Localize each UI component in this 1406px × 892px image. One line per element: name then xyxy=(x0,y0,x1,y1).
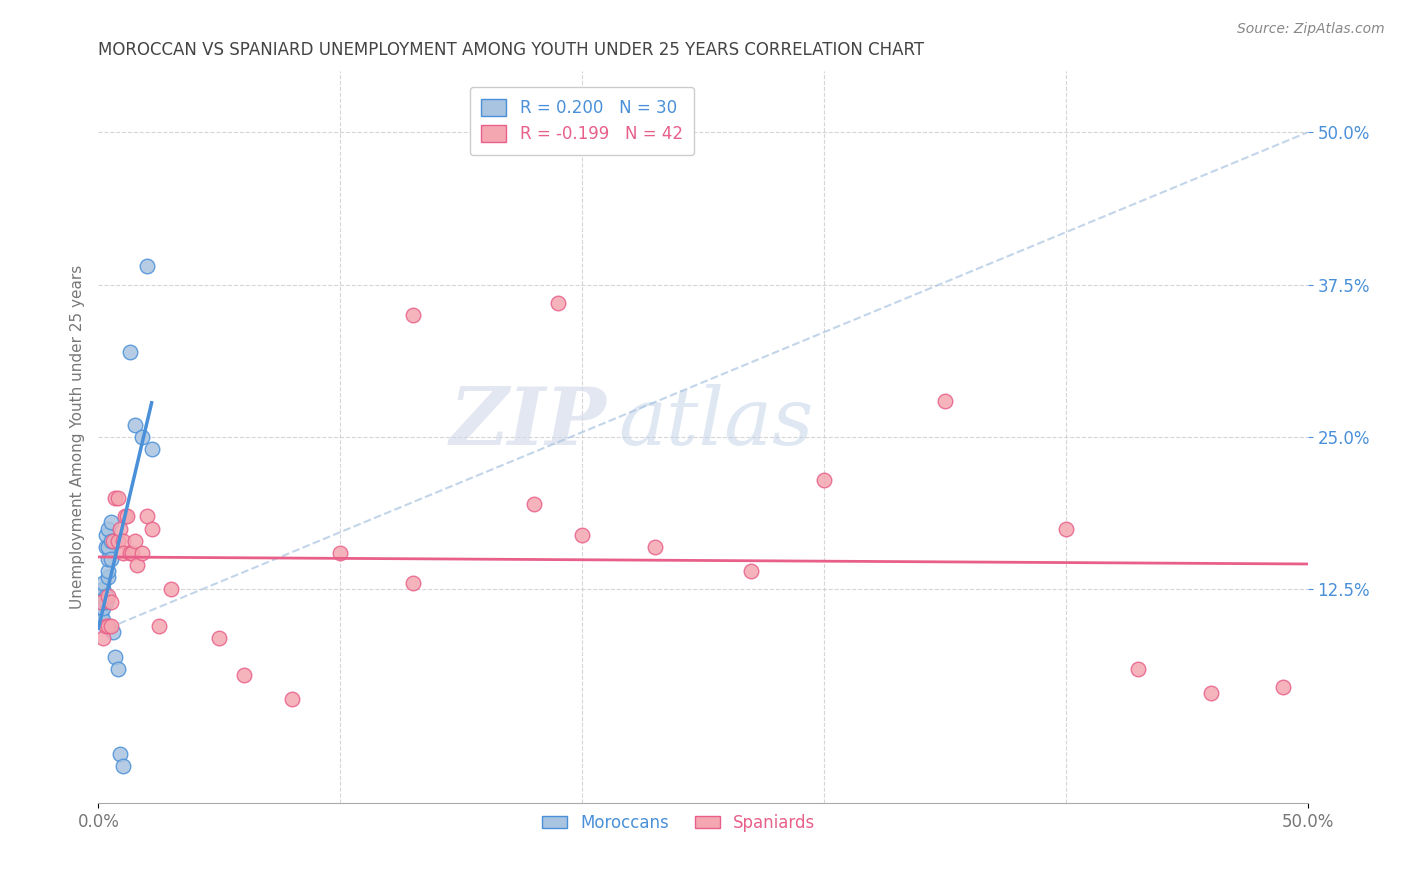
Point xyxy=(402,308,425,322)
Point xyxy=(90,613,112,627)
Point xyxy=(104,649,127,664)
Point xyxy=(141,521,163,535)
Point xyxy=(101,533,124,548)
Point xyxy=(114,509,136,524)
Point xyxy=(97,564,120,578)
Point xyxy=(124,533,146,548)
Point xyxy=(97,540,120,554)
Point xyxy=(97,521,120,535)
Point xyxy=(94,589,117,603)
Point xyxy=(160,582,183,597)
Point xyxy=(100,552,122,566)
Point xyxy=(1272,680,1295,694)
Point xyxy=(281,692,304,706)
Point xyxy=(111,533,134,548)
Point xyxy=(934,393,956,408)
Point xyxy=(91,600,114,615)
Text: ZIP: ZIP xyxy=(450,384,606,461)
Point xyxy=(111,546,134,560)
Point xyxy=(127,558,149,573)
Point xyxy=(94,527,117,541)
Point xyxy=(131,430,153,444)
Point xyxy=(107,533,129,548)
Point xyxy=(104,491,127,505)
Point xyxy=(107,491,129,505)
Point xyxy=(131,546,153,560)
Point xyxy=(523,497,546,511)
Point xyxy=(107,662,129,676)
Point xyxy=(121,546,143,560)
Point xyxy=(100,619,122,633)
Point xyxy=(100,516,122,530)
Point xyxy=(644,540,666,554)
Point xyxy=(97,552,120,566)
Point xyxy=(111,759,134,773)
Point xyxy=(124,417,146,432)
Point xyxy=(118,546,141,560)
Text: atlas: atlas xyxy=(619,384,814,461)
Point xyxy=(141,442,163,457)
Point xyxy=(571,527,593,541)
Point xyxy=(100,594,122,608)
Point xyxy=(1199,686,1222,700)
Point xyxy=(90,607,112,621)
Text: MOROCCAN VS SPANIARD UNEMPLOYMENT AMONG YOUTH UNDER 25 YEARS CORRELATION CHART: MOROCCAN VS SPANIARD UNEMPLOYMENT AMONG … xyxy=(98,41,925,59)
Point xyxy=(91,576,114,591)
Point xyxy=(97,570,120,584)
Point xyxy=(91,594,114,608)
Point xyxy=(91,632,114,646)
Point xyxy=(740,564,762,578)
Point xyxy=(108,521,131,535)
Point xyxy=(94,619,117,633)
Point xyxy=(90,589,112,603)
Y-axis label: Unemployment Among Youth under 25 years: Unemployment Among Youth under 25 years xyxy=(69,265,84,609)
Point xyxy=(91,613,114,627)
Point xyxy=(94,594,117,608)
Point xyxy=(94,540,117,554)
Point xyxy=(135,509,157,524)
Text: Source: ZipAtlas.com: Source: ZipAtlas.com xyxy=(1237,22,1385,37)
Point xyxy=(108,747,131,761)
Point xyxy=(118,344,141,359)
Point xyxy=(232,667,254,682)
Point xyxy=(547,296,569,310)
Point xyxy=(813,473,835,487)
Point xyxy=(402,576,425,591)
Point xyxy=(100,533,122,548)
Point xyxy=(90,594,112,608)
Point xyxy=(1054,521,1077,535)
Point xyxy=(97,619,120,633)
Point xyxy=(97,589,120,603)
Point xyxy=(1128,662,1150,676)
Legend: Moroccans, Spaniards: Moroccans, Spaniards xyxy=(536,807,823,838)
Point xyxy=(117,509,139,524)
Point xyxy=(148,619,170,633)
Point xyxy=(101,625,124,640)
Point xyxy=(91,582,114,597)
Point xyxy=(135,260,157,274)
Point xyxy=(329,546,352,560)
Point xyxy=(208,632,231,646)
